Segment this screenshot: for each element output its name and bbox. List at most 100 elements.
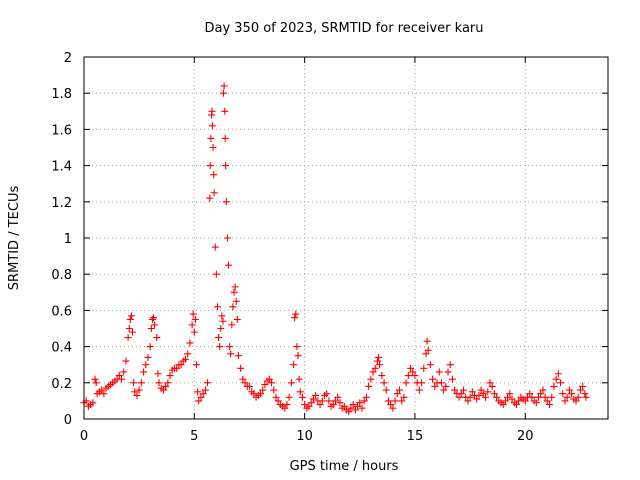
data-point [548, 393, 556, 401]
data-point [239, 375, 247, 383]
data-point [301, 401, 309, 409]
data-point [442, 382, 450, 390]
data-point [228, 321, 236, 329]
data-point [226, 343, 234, 351]
data-point [340, 402, 348, 410]
y-tick-label: 1.4 [51, 160, 72, 175]
data-point [293, 343, 301, 351]
data-point [309, 395, 317, 403]
data-point [287, 379, 295, 387]
data-point [464, 397, 472, 405]
data-point [535, 393, 543, 401]
data-point [265, 375, 273, 383]
data-point [526, 390, 534, 398]
data-point [380, 379, 388, 387]
data-point [532, 399, 540, 407]
data-point [466, 393, 474, 401]
data-point [151, 321, 159, 329]
data-point [349, 401, 357, 409]
data-point [98, 386, 106, 394]
data-point [486, 379, 494, 387]
data-point [206, 194, 214, 202]
data-point [201, 386, 209, 394]
data-point [229, 303, 237, 311]
data-point [501, 397, 509, 405]
data-point [177, 361, 185, 369]
data-point [227, 350, 235, 358]
data-point [451, 386, 459, 394]
data-point [477, 386, 485, 394]
data-point [129, 328, 137, 336]
data-point [334, 393, 342, 401]
data-point [206, 162, 214, 170]
data-point [422, 350, 430, 358]
data-point [499, 401, 507, 409]
data-point [528, 393, 536, 401]
data-point [384, 397, 392, 405]
data-point [195, 397, 203, 405]
data-point [482, 393, 490, 401]
data-point [220, 82, 228, 90]
data-point [241, 379, 249, 387]
data-point [579, 382, 587, 390]
data-point [376, 361, 384, 369]
data-point [283, 401, 291, 409]
data-point [437, 379, 445, 387]
data-point [389, 404, 397, 412]
data-point [371, 364, 379, 372]
data-point [329, 401, 337, 409]
data-point [100, 390, 108, 398]
data-point [189, 310, 197, 318]
data-point [89, 399, 97, 407]
data-point [131, 388, 139, 396]
data-point [125, 325, 133, 332]
x-tick-label: 0 [80, 429, 88, 444]
data-point [554, 370, 562, 378]
data-point [199, 390, 207, 398]
data-point [431, 382, 439, 390]
data-point [582, 393, 590, 401]
data-point [296, 388, 304, 396]
data-point [191, 315, 199, 323]
data-point [391, 397, 399, 405]
data-point [91, 375, 99, 383]
data-point [197, 393, 205, 401]
data-point [415, 386, 423, 394]
data-point [504, 393, 512, 401]
x-tick-label: 5 [190, 429, 198, 444]
data-point [166, 372, 174, 380]
data-point [446, 361, 454, 369]
data-point [210, 171, 218, 179]
data-point [272, 393, 280, 401]
data-point [154, 370, 162, 378]
grid [84, 57, 608, 419]
y-tick-label: 1.2 [51, 196, 72, 211]
data-point [369, 368, 377, 376]
data-point [290, 361, 298, 369]
data-point [411, 372, 419, 380]
data-point [268, 379, 276, 387]
data-point [373, 357, 381, 365]
data-point [424, 346, 432, 354]
data-point [218, 312, 226, 320]
data-point [365, 382, 373, 390]
data-point [126, 315, 134, 323]
data-point [515, 397, 523, 405]
data-point [537, 390, 545, 398]
data-point [223, 234, 231, 242]
data-point [550, 382, 558, 390]
data-point [222, 162, 230, 170]
data-point [133, 391, 141, 399]
data-point [521, 397, 529, 405]
y-tick-label: 0.6 [51, 304, 72, 319]
data-point [120, 368, 128, 376]
data-point [429, 375, 437, 383]
data-point [546, 401, 554, 409]
data-point [565, 386, 573, 394]
data-point [245, 382, 253, 390]
data-point [506, 390, 514, 398]
y-tick-labels: 0 0.2 0.4 0.6 0.8 1 1.2 1.4 1.6 1.8 2 [51, 51, 72, 428]
data-point [360, 397, 368, 405]
data-point [323, 390, 331, 398]
data-point [216, 343, 224, 351]
